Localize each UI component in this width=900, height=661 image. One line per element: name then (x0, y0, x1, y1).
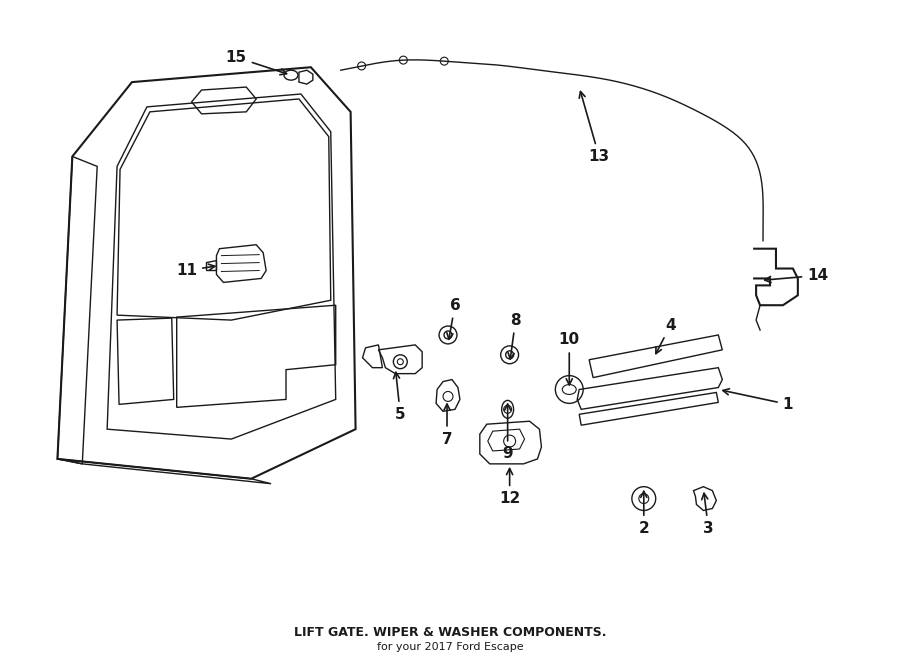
Text: 2: 2 (638, 491, 649, 536)
Text: 10: 10 (559, 332, 580, 385)
Text: 7: 7 (442, 404, 453, 447)
Text: 1: 1 (723, 389, 793, 412)
Text: 14: 14 (765, 268, 828, 283)
Text: 15: 15 (226, 50, 286, 75)
Text: 5: 5 (393, 372, 406, 422)
Text: 12: 12 (499, 469, 520, 506)
Text: 13: 13 (580, 91, 609, 164)
Text: 6: 6 (447, 297, 460, 339)
Text: for your 2017 Ford Escape: for your 2017 Ford Escape (377, 642, 523, 652)
Text: 11: 11 (176, 263, 215, 278)
Text: 8: 8 (508, 313, 521, 359)
Text: 3: 3 (702, 493, 714, 536)
Text: 4: 4 (656, 317, 676, 354)
Text: LIFT GATE. WIPER & WASHER COMPONENTS.: LIFT GATE. WIPER & WASHER COMPONENTS. (293, 626, 607, 639)
Text: 9: 9 (502, 404, 513, 461)
